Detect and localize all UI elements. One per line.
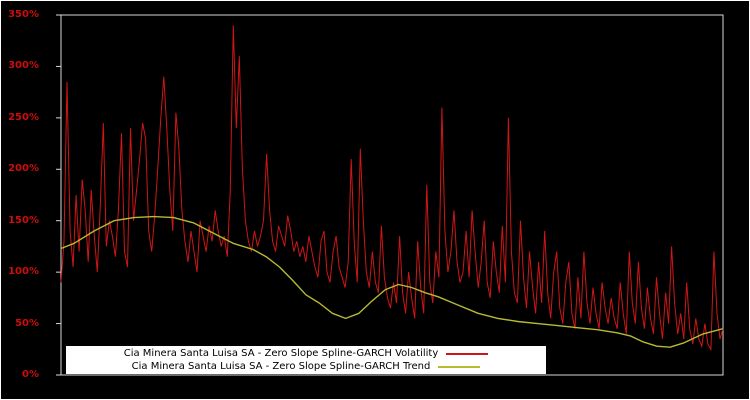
legend-label-trend: Cia Minera Santa Luisa SA - Zero Slope S… [131,361,431,372]
y-axis-tick-label: 200% [8,163,39,175]
volatility-line [60,25,724,352]
legend-item-volatility: Cia Minera Santa Luisa SA - Zero Slope S… [70,347,542,360]
plot-border [60,14,724,376]
trend-line [60,215,724,348]
y-axis-tick-label: 250% [8,111,39,123]
y-axis-tick-label: 100% [8,266,39,278]
legend: Cia Minera Santa Luisa SA - Zero Slope S… [66,346,546,374]
y-axis-tick-label: 150% [8,214,39,226]
legend-label-volatility: Cia Minera Santa Luisa SA - Zero Slope S… [123,348,439,359]
y-axis-tick-label: 300% [8,60,39,72]
y-axis-tick-label: 50% [15,317,39,329]
y-axis: 0% 50% 100% 150% 200% 250% 300% 350% [1,1,45,399]
y-axis-tick-label: 350% [8,9,39,20]
y-axis-tick-label: 0% [22,369,39,380]
legend-item-trend: Cia Minera Santa Luisa SA - Zero Slope S… [70,360,542,373]
legend-line-sample-volatility [446,352,489,355]
legend-line-sample-trend [438,365,481,368]
